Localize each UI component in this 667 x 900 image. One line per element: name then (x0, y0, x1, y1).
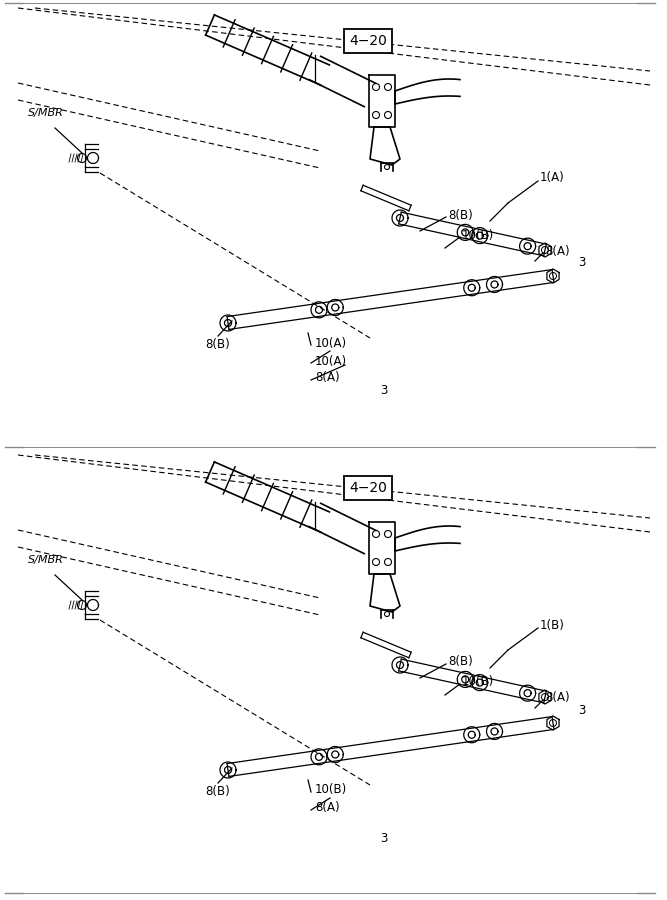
Text: 10(A): 10(A) (315, 337, 347, 349)
Text: 8(B): 8(B) (205, 338, 230, 351)
Text: 3: 3 (380, 832, 388, 844)
Text: 10(B): 10(B) (462, 229, 494, 241)
Text: 10(A): 10(A) (315, 355, 347, 367)
Text: 8(B): 8(B) (205, 785, 230, 798)
Text: 1(A): 1(A) (540, 172, 565, 184)
Text: 10(B): 10(B) (462, 676, 494, 688)
Text: 3: 3 (578, 256, 586, 269)
Text: 10(B): 10(B) (315, 784, 348, 796)
Text: 4−20: 4−20 (349, 34, 387, 48)
Text: 1(B): 1(B) (540, 618, 565, 632)
Text: 8(A): 8(A) (315, 372, 340, 384)
Text: 4−20: 4−20 (349, 481, 387, 495)
Text: 8(A): 8(A) (545, 691, 570, 705)
Text: S/MBR: S/MBR (28, 555, 64, 565)
Text: 8(A): 8(A) (545, 245, 570, 257)
Text: 3: 3 (380, 384, 388, 398)
Text: 3: 3 (578, 704, 586, 716)
Text: S/MBR: S/MBR (28, 108, 64, 118)
Text: 8(B): 8(B) (448, 209, 473, 221)
Text: 8(B): 8(B) (448, 655, 473, 669)
Text: 8(A): 8(A) (315, 802, 340, 814)
